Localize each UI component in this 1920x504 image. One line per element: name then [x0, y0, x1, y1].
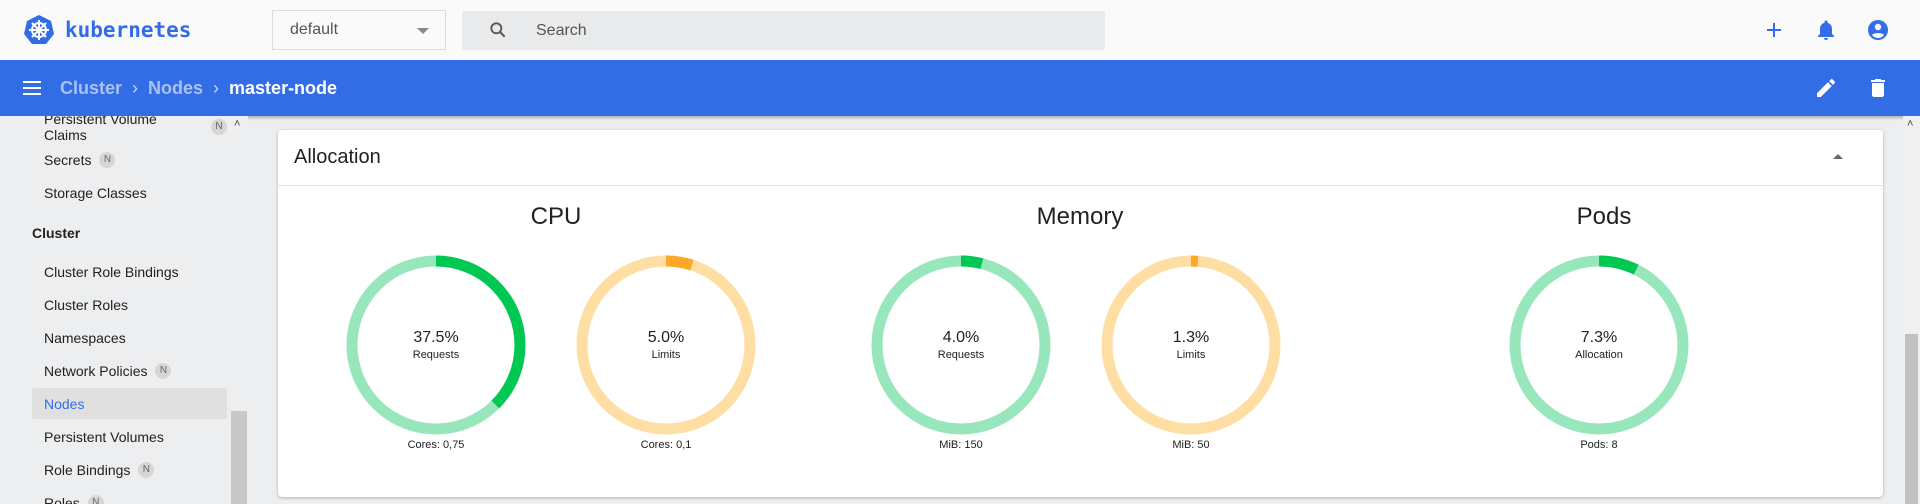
gauge-ring — [346, 255, 526, 435]
sidebar-item-persistent-volume-claims[interactable]: Persistent Volume Claims N — [32, 116, 227, 143]
memory-limits-gauge: 1.3% Limits — [1101, 255, 1281, 435]
pods-title: Pods — [1576, 203, 1632, 230]
sidebar-item-network-policies[interactable]: Network Policies N — [32, 355, 227, 386]
sidebar-item-label: Cluster Role Bindings — [44, 263, 179, 280]
chevron-right-icon: › — [213, 77, 220, 98]
namespaced-badge: N — [138, 461, 155, 478]
gauge-value: 5.0% — [647, 329, 685, 346]
sidebar-item-label: Role Bindings — [44, 461, 131, 478]
cpu-requests-gauge: 37.5% Requests — [346, 255, 526, 435]
sidebar-item-cluster-roles[interactable]: Cluster Roles — [32, 289, 227, 320]
gauge-fill — [576, 255, 756, 435]
top-bar: kubernetes default — [0, 0, 1920, 60]
namespace-select[interactable]: default — [272, 10, 446, 50]
trash-icon[interactable] — [1866, 76, 1890, 100]
toolbar: Cluster › Nodes › master-node — [0, 60, 1920, 116]
gauge-fill — [346, 255, 526, 435]
menu-icon[interactable] — [22, 79, 42, 97]
gauge-value: 1.3% — [1172, 329, 1210, 346]
namespaced-badge: N — [99, 151, 116, 168]
gauge-label: Requests — [412, 349, 460, 361]
gauge-value: 7.3% — [1580, 329, 1618, 346]
namespaced-badge: N — [87, 494, 104, 504]
gauge-label: Allocation — [1575, 349, 1623, 361]
pencil-icon[interactable] — [1814, 76, 1838, 100]
sidebar-item-role-bindings[interactable]: Role Bindings N — [32, 454, 227, 485]
breadcrumb-current: master-node — [229, 77, 338, 98]
gauge-label: Requests — [937, 349, 985, 361]
gauge-ring — [1101, 255, 1281, 435]
breadcrumb: Cluster › Nodes › master-node — [60, 60, 337, 116]
sidebar-item-nodes[interactable]: Nodes — [32, 388, 227, 419]
memory-requests-footer: MiB: 150 — [939, 439, 983, 451]
cpu-limits-footer: Cores: 0,1 — [640, 439, 692, 451]
main-scroll-thumb[interactable] — [1905, 334, 1918, 504]
sidebar-item-label: Persistent Volumes — [44, 428, 164, 445]
cpu-title: CPU — [530, 203, 582, 230]
sidebar-item-label: Nodes — [44, 395, 85, 412]
chevron-right-icon: › — [132, 77, 139, 98]
cpu-requests-footer: Cores: 0,75 — [407, 439, 465, 451]
kubernetes-helm-icon — [24, 15, 54, 44]
gauge-fill — [1101, 255, 1281, 435]
gauge-fill — [1509, 255, 1689, 435]
cpu-limits-gauge: 5.0% Limits — [576, 255, 756, 435]
sidebar-item-secrets[interactable]: Secrets N — [32, 144, 227, 175]
memory-requests-gauge: 4.0% Requests — [871, 255, 1051, 435]
scroll-up-icon[interactable]: ˄ — [234, 118, 241, 130]
gauge-ring — [1509, 255, 1689, 435]
namespaced-badge: N — [155, 362, 172, 379]
sidebar-item-storage-classes[interactable]: Storage Classes — [32, 177, 227, 208]
gauge-ring — [871, 255, 1051, 435]
gauge-value: 4.0% — [942, 329, 980, 346]
gauge-ring — [576, 255, 756, 435]
allocation-card: Allocation CPU Memory Pods 37.5% Request… — [278, 130, 1883, 497]
logo-text: kubernetes — [65, 18, 192, 42]
sidebar-item-cluster-role-bindings[interactable]: Cluster Role Bindings — [32, 256, 227, 287]
sidebar-item-label: Storage Classes — [44, 184, 147, 201]
sidebar-scroll-thumb[interactable] — [231, 411, 247, 504]
gauge-value: 37.5% — [413, 329, 459, 346]
breadcrumb-cluster[interactable]: Cluster — [60, 77, 123, 98]
sidebar-item-label: Namespaces — [44, 329, 126, 346]
gauge-label: Limits — [651, 349, 681, 361]
plus-icon[interactable] — [1762, 18, 1786, 42]
scroll-up-icon[interactable]: ˄ — [1907, 118, 1914, 130]
namespaced-badge: N — [211, 118, 227, 135]
sidebar-section-cluster: Cluster — [32, 225, 81, 241]
memory-title: Memory — [1036, 203, 1124, 230]
kubernetes-logo[interactable]: kubernetes — [23, 14, 191, 46]
namespace-value: default — [290, 21, 339, 38]
sidebar-scrollbar[interactable] — [231, 116, 248, 504]
account-circle-icon[interactable] — [1866, 18, 1890, 42]
sidebar-item-persistent-volumes[interactable]: Persistent Volumes — [32, 421, 227, 452]
sidebar-item-label: Cluster Roles — [44, 296, 129, 313]
gauge-fill — [871, 255, 1051, 435]
search-bar[interactable] — [462, 11, 1105, 50]
collapse-icon[interactable] — [1833, 154, 1843, 159]
caret-down-icon — [417, 28, 429, 34]
breadcrumb-nodes[interactable]: Nodes — [148, 77, 204, 98]
gauge-label: Limits — [1176, 349, 1206, 361]
pods-allocation-footer: Pods: 8 — [1580, 439, 1618, 451]
search-input[interactable] — [536, 11, 1076, 50]
search-icon — [490, 22, 506, 38]
divider — [278, 185, 1883, 186]
sidebar-item-roles[interactable]: Roles N — [32, 487, 227, 504]
sidebar: Persistent Volume Claims N Secrets N Stora… — [0, 116, 231, 504]
sidebar-item-namespaces[interactable]: Namespaces — [32, 322, 227, 353]
card-title: Allocation — [294, 146, 381, 168]
sidebar-item-label: Secrets — [44, 151, 92, 168]
sidebar-item-label: Roles — [44, 494, 80, 504]
bell-icon[interactable] — [1814, 18, 1838, 42]
sidebar-item-label: Network Policies — [44, 362, 148, 379]
sidebar-item-label: Persistent Volume Claims — [44, 116, 157, 143]
pods-allocation-gauge: 7.3% Allocation — [1509, 255, 1689, 435]
memory-limits-footer: MiB: 50 — [1172, 439, 1210, 451]
